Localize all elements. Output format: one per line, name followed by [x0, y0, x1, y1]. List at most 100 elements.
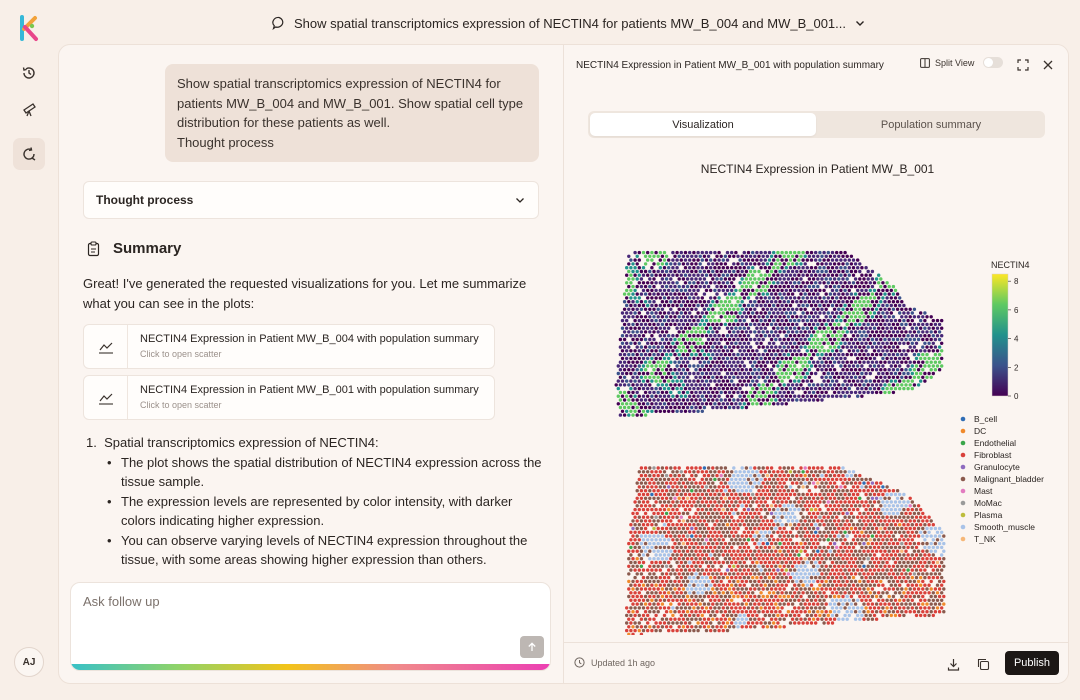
expression-spot — [818, 386, 822, 391]
celltype-spot — [816, 511, 820, 516]
expression-spot — [910, 311, 914, 315]
expression-spot — [690, 390, 694, 395]
celltype-spot — [868, 538, 872, 542]
celltype-spot — [853, 481, 858, 485]
celltype-spot — [814, 538, 818, 542]
celltype-spot — [908, 519, 912, 523]
new-chat-button[interactable] — [13, 138, 45, 170]
expression-spot — [765, 390, 770, 395]
celltype-spot — [820, 572, 824, 576]
celltype-spot — [814, 492, 818, 497]
celltype-spot — [738, 560, 742, 565]
expression-spot — [683, 281, 688, 285]
expression-spot — [935, 334, 940, 338]
history-button[interactable] — [13, 57, 45, 89]
celltype-spot — [788, 575, 793, 580]
tab-visualization[interactable]: Visualization — [590, 113, 816, 136]
celltype-spot — [744, 564, 749, 568]
expand-icon[interactable] — [1017, 59, 1029, 71]
expression-spot — [631, 383, 635, 387]
celltype-spot — [935, 591, 940, 595]
celltype-spot — [746, 530, 751, 534]
celltype-spot — [849, 481, 854, 485]
celltype-spot — [694, 587, 698, 591]
celltype-spot — [723, 594, 728, 599]
expression-spot — [772, 303, 776, 308]
expression-spot — [625, 273, 629, 277]
celltype-spot — [822, 538, 826, 542]
expression-spot — [921, 375, 925, 379]
celltype-spot — [641, 560, 646, 565]
celltype-spot — [940, 538, 944, 542]
celltype-spot — [835, 538, 839, 542]
celltype-spot — [772, 538, 776, 542]
plot-card-mw-b-004[interactable]: NECTIN4 Expression in Patient MW_B_004 w… — [83, 324, 495, 369]
expression-spot — [688, 334, 692, 338]
celltype-spot — [639, 587, 644, 591]
celltype-spot — [916, 549, 921, 553]
celltype-spot — [734, 538, 738, 542]
expression-spot — [761, 292, 765, 296]
celltype-spot — [690, 557, 694, 561]
celltype-spot — [715, 587, 719, 591]
explore-button[interactable] — [13, 93, 45, 125]
celltype-spot — [908, 511, 912, 516]
celltype-spot — [782, 466, 786, 470]
celltype-spot — [799, 511, 803, 516]
plot-card-mw-b-001[interactable]: NECTIN4 Expression in Patient MW_B_001 w… — [83, 375, 495, 420]
expression-spot — [765, 345, 770, 349]
expression-spot — [633, 394, 637, 398]
celltype-spot — [671, 568, 675, 572]
celltype-spot — [650, 485, 654, 489]
follow-up-input[interactable]: Ask follow up — [83, 594, 160, 609]
celltype-spot — [732, 526, 736, 531]
celltype-spot — [717, 523, 721, 527]
expression-spot — [723, 262, 728, 266]
celltype-spot — [835, 545, 839, 550]
expression-spot — [853, 322, 858, 327]
thought-process-toggle[interactable]: Thought process — [83, 181, 539, 219]
expression-spot — [902, 349, 906, 353]
app-logo[interactable] — [17, 14, 41, 42]
split-view-toggle[interactable] — [983, 57, 1004, 68]
expression-spot — [891, 322, 896, 327]
expression-spot — [664, 337, 669, 342]
expression-spot — [778, 254, 782, 258]
expression-spot — [889, 334, 893, 338]
split-view-control[interactable]: Split View — [920, 57, 1004, 68]
chevron-down-icon[interactable] — [854, 17, 866, 29]
celltype-spot — [685, 587, 690, 591]
tab-population-summary[interactable]: Population summary — [880, 118, 982, 131]
expression-spot — [677, 383, 681, 387]
expression-spot — [692, 303, 696, 308]
expression-spot — [696, 379, 700, 383]
expression-spot — [637, 273, 641, 277]
expression-spot — [782, 322, 786, 327]
expression-spot — [824, 390, 828, 395]
conversation-title-bar[interactable]: Show spatial transcriptomics expression … — [58, 0, 1080, 46]
celltype-spot — [631, 587, 635, 591]
expression-spot — [879, 277, 883, 281]
celltype-spot — [633, 545, 637, 550]
expression-spot — [751, 288, 755, 293]
expression-spot — [780, 341, 784, 345]
celltype-spot — [685, 572, 690, 576]
send-button[interactable] — [520, 636, 544, 658]
celltype-spot — [912, 534, 917, 538]
celltype-spot — [685, 511, 690, 516]
follow-up-composer[interactable]: Ask follow up — [70, 582, 551, 671]
expression-spot — [711, 322, 715, 327]
expression-spot — [637, 341, 641, 345]
expression-spot — [757, 390, 761, 395]
expression-spot — [658, 356, 662, 361]
expression-spot — [742, 273, 746, 277]
expression-spot — [797, 258, 801, 262]
close-icon[interactable] — [1042, 59, 1054, 71]
expression-spot — [868, 311, 872, 315]
celltype-spot — [866, 504, 870, 508]
expression-spot — [910, 379, 914, 383]
celltype-spot — [828, 526, 833, 531]
expression-spot — [677, 375, 681, 379]
user-avatar[interactable]: AJ — [14, 647, 44, 677]
